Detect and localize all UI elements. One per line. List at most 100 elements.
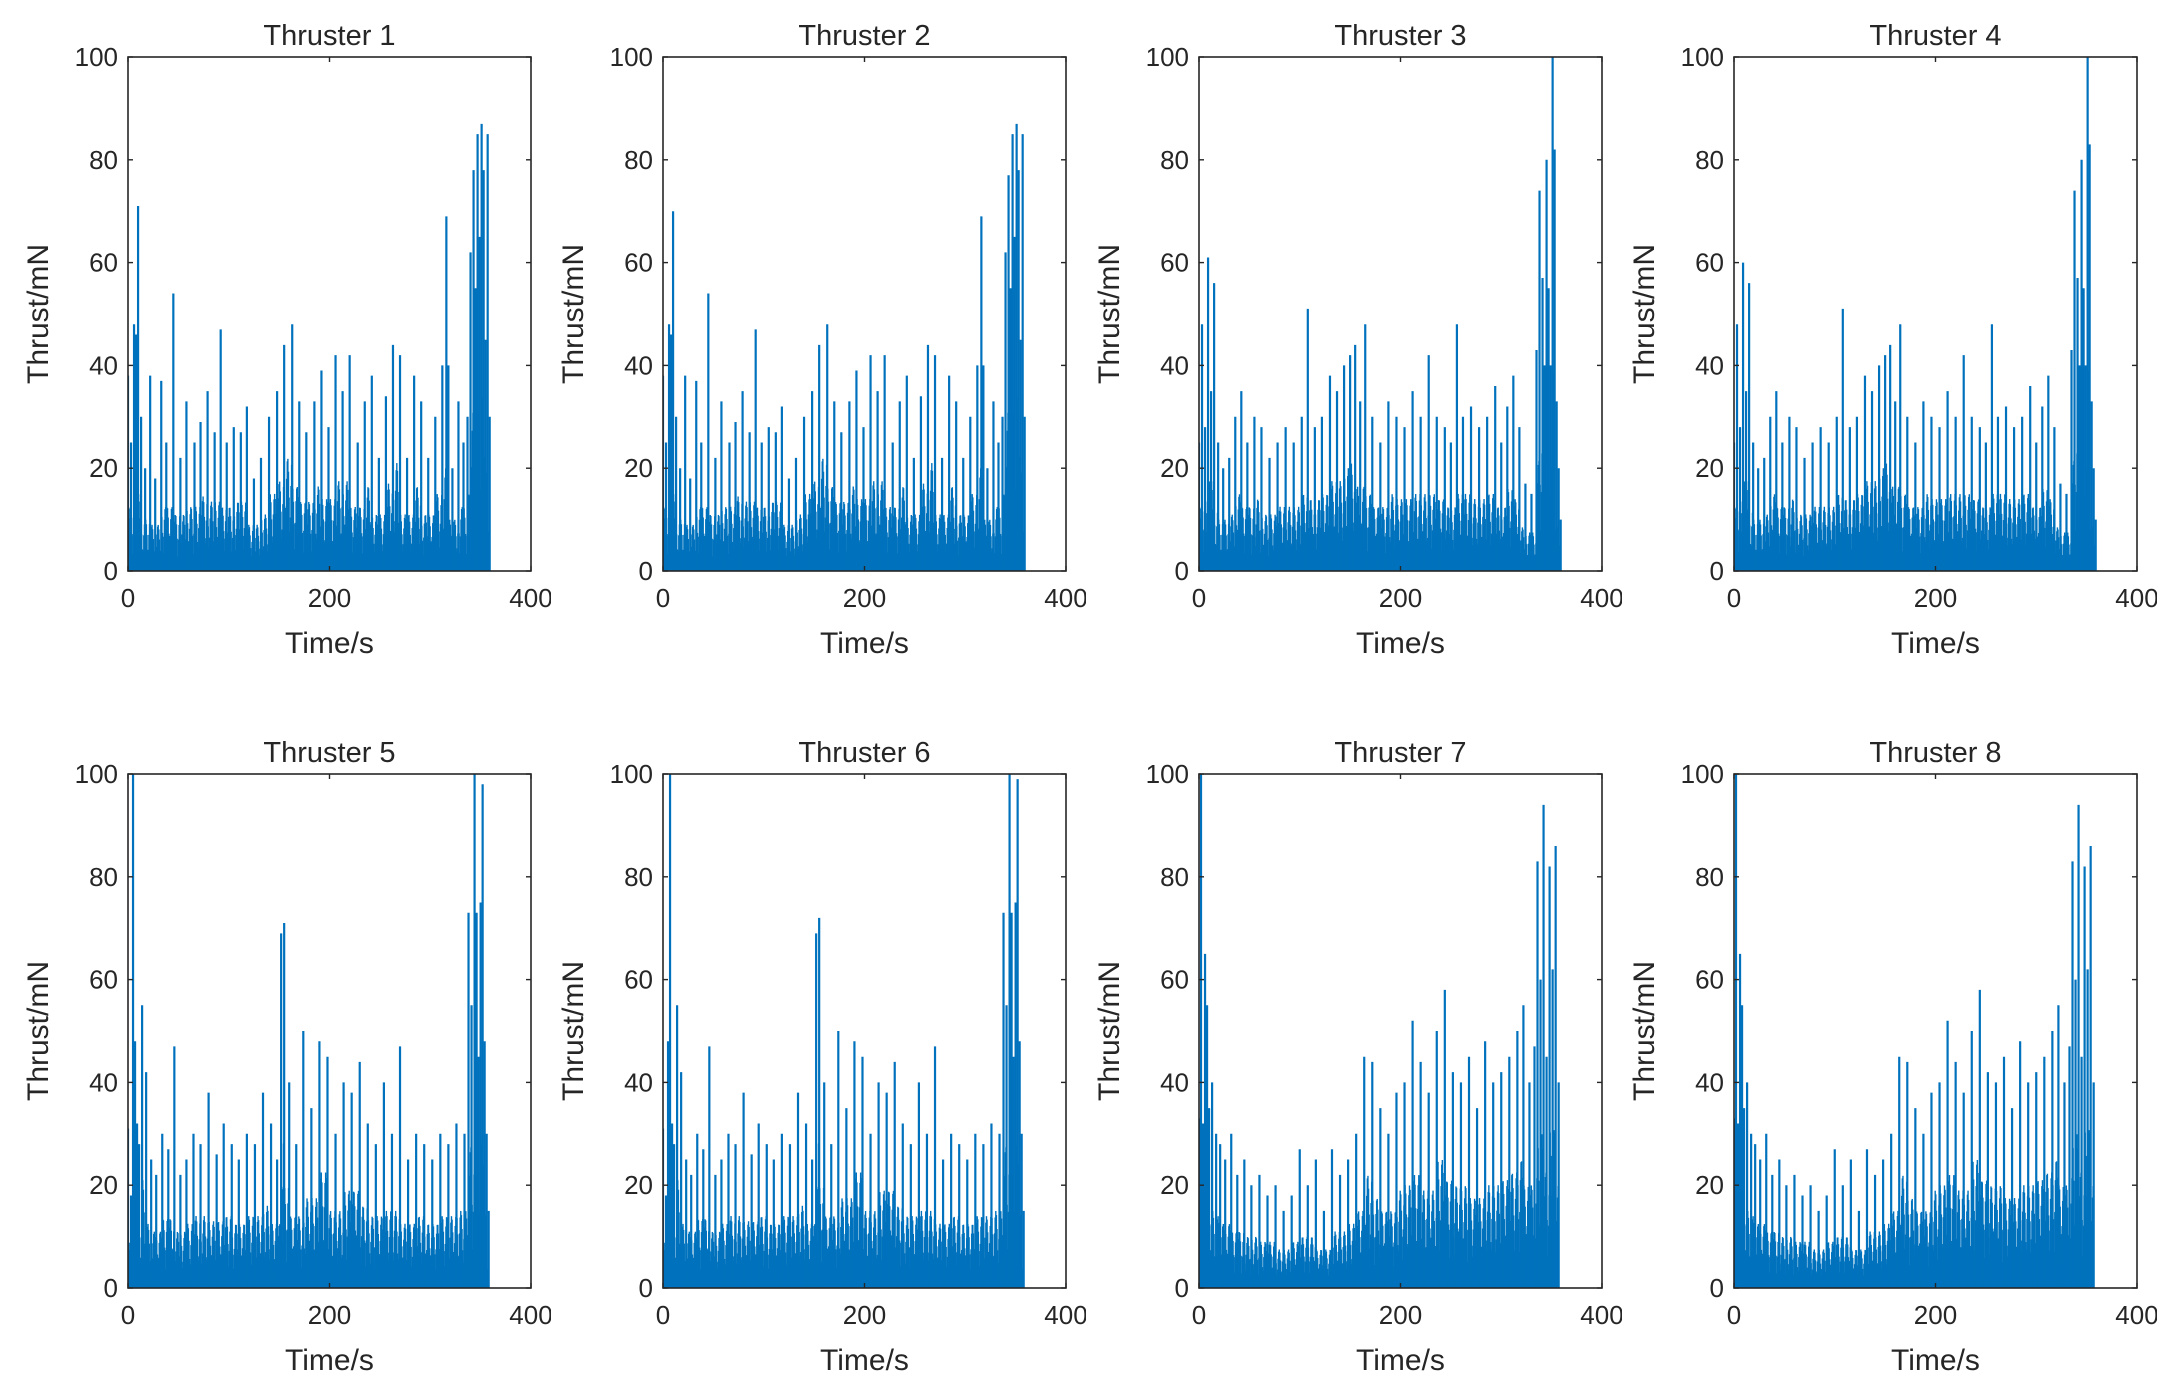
series-group <box>1734 57 2097 571</box>
y-tick-label: 20 <box>624 453 653 483</box>
chart-panel-5: 0 20 40 60 80 100 0 200 400 Thruster 5 Time/s Thrus… <box>22 737 551 1377</box>
x-tick-label: 200 <box>1914 1300 1957 1330</box>
y-tick-label: 100 <box>1146 42 1189 72</box>
chart-panel-8: 0 20 40 60 80 100 0 200 400 Thruster 8 Time/s Thrus… <box>1628 737 2157 1377</box>
chart-title: Thruster 5 <box>263 737 395 769</box>
y-tick-label: 60 <box>1695 248 1724 278</box>
x-tick-label: 0 <box>121 1300 135 1330</box>
y-tick-label: 60 <box>1160 965 1189 995</box>
x-tick-label: 200 <box>1379 583 1422 613</box>
chart-panel-2: 0 20 40 60 80 100 0 200 400 Thruster 2 Time/s Thrus… <box>557 20 1086 660</box>
chart-panel-1: 0 20 40 60 80 100 0 200 400 Thruster 1 Time/s Thrus… <box>22 20 551 660</box>
y-tick-label: 0 <box>104 1273 118 1303</box>
series-group <box>663 123 1026 571</box>
y-tick-label: 0 <box>104 556 118 586</box>
y-tick-label: 20 <box>1695 453 1724 483</box>
y-tick-label: 40 <box>1160 1067 1189 1097</box>
chart-title: Thruster 3 <box>1334 20 1466 52</box>
chart-title: Thruster 2 <box>798 20 930 52</box>
x-tick-label: 0 <box>1192 1300 1206 1330</box>
chart-panel-4: 0 20 40 60 80 100 0 200 400 Thruster 4 Time/s Thrus… <box>1628 20 2157 660</box>
x-tick-label: 0 <box>1727 1300 1741 1330</box>
y-tick-label: 60 <box>89 248 118 278</box>
chart-panel-3: 0 20 40 60 80 100 0 200 400 Thruster 3 Time/s Thrus… <box>1093 20 1622 660</box>
y-tick-label: 20 <box>624 1170 653 1200</box>
y-tick-label: 20 <box>1160 453 1189 483</box>
x-axis-label: Time/s <box>1891 1344 1980 1377</box>
y-tick-label: 0 <box>1710 1273 1724 1303</box>
series-group <box>1199 774 1560 1288</box>
x-tick-label: 0 <box>1192 583 1206 613</box>
chart-panel-7: 0 20 40 60 80 100 0 200 400 Thruster 7 Time/s Thrus… <box>1093 737 1622 1377</box>
y-tick-label: 0 <box>1710 556 1724 586</box>
y-tick-label: 80 <box>624 145 653 175</box>
y-tick-label: 80 <box>1160 862 1189 892</box>
x-tick-label: 200 <box>308 583 351 613</box>
x-tick-label: 0 <box>121 583 135 613</box>
x-tick-label: 400 <box>509 583 551 613</box>
y-tick-label: 60 <box>89 965 118 995</box>
y-tick-label: 0 <box>1175 1273 1189 1303</box>
chart-title: Thruster 8 <box>1869 737 2001 769</box>
y-tick-label: 20 <box>89 453 118 483</box>
y-tick-label: 60 <box>1695 965 1724 995</box>
y-tick-label: 0 <box>639 556 653 586</box>
y-tick-label: 20 <box>89 1170 118 1200</box>
x-axis-label: Time/s <box>1356 1344 1445 1377</box>
y-tick-label: 40 <box>1160 350 1189 380</box>
x-axis-label: Time/s <box>1356 627 1445 660</box>
x-tick-label: 200 <box>843 583 886 613</box>
x-tick-label: 200 <box>1914 583 1957 613</box>
series-group <box>128 774 490 1288</box>
x-tick-label: 0 <box>656 583 670 613</box>
y-tick-label: 20 <box>1695 1170 1724 1200</box>
series-group <box>1734 774 2095 1288</box>
series-group <box>663 774 1025 1288</box>
y-tick-label: 80 <box>624 862 653 892</box>
x-tick-label: 400 <box>1580 583 1622 613</box>
y-tick-label: 40 <box>624 350 653 380</box>
y-axis-label: Thrust/mN <box>557 244 590 384</box>
x-tick-label: 200 <box>1379 1300 1422 1330</box>
x-tick-label: 400 <box>1044 583 1086 613</box>
y-axis-label: Thrust/mN <box>1628 961 1661 1101</box>
y-axis-label: Thrust/mN <box>557 961 590 1101</box>
y-tick-label: 0 <box>639 1273 653 1303</box>
series-group <box>128 123 491 571</box>
y-tick-label: 80 <box>89 145 118 175</box>
y-tick-label: 100 <box>1681 42 1724 72</box>
y-tick-label: 40 <box>1695 1067 1724 1097</box>
x-axis-label: Time/s <box>285 1344 374 1377</box>
x-tick-label: 400 <box>1580 1300 1622 1330</box>
y-tick-label: 100 <box>1681 759 1724 789</box>
y-tick-label: 20 <box>1160 1170 1189 1200</box>
x-tick-label: 0 <box>1727 583 1741 613</box>
chart-title: Thruster 7 <box>1334 737 1466 769</box>
x-tick-label: 400 <box>2115 1300 2157 1330</box>
y-tick-label: 100 <box>1146 759 1189 789</box>
y-tick-label: 60 <box>624 965 653 995</box>
y-tick-label: 80 <box>1695 862 1724 892</box>
y-tick-label: 100 <box>610 759 653 789</box>
y-tick-label: 80 <box>89 862 118 892</box>
x-axis-label: Time/s <box>285 627 374 660</box>
y-tick-label: 100 <box>75 759 118 789</box>
y-tick-label: 80 <box>1695 145 1724 175</box>
y-tick-label: 40 <box>1695 350 1724 380</box>
x-axis-label: Time/s <box>820 1344 909 1377</box>
y-axis-label: Thrust/mN <box>1093 961 1126 1101</box>
y-tick-label: 60 <box>1160 248 1189 278</box>
x-tick-label: 0 <box>656 1300 670 1330</box>
chart-panel-6: 0 20 40 60 80 100 0 200 400 Thruster 6 Time/s Thrus… <box>557 737 1086 1377</box>
x-tick-label: 400 <box>509 1300 551 1330</box>
chart-title: Thruster 6 <box>798 737 930 769</box>
y-axis-label: Thrust/mN <box>1628 244 1661 384</box>
x-tick-label: 400 <box>1044 1300 1086 1330</box>
y-axis-label: Thrust/mN <box>22 961 55 1101</box>
x-tick-label: 200 <box>843 1300 886 1330</box>
y-axis-label: Thrust/mN <box>22 244 55 384</box>
y-tick-label: 100 <box>610 42 653 72</box>
x-tick-label: 400 <box>2115 583 2157 613</box>
y-tick-label: 40 <box>89 1067 118 1097</box>
